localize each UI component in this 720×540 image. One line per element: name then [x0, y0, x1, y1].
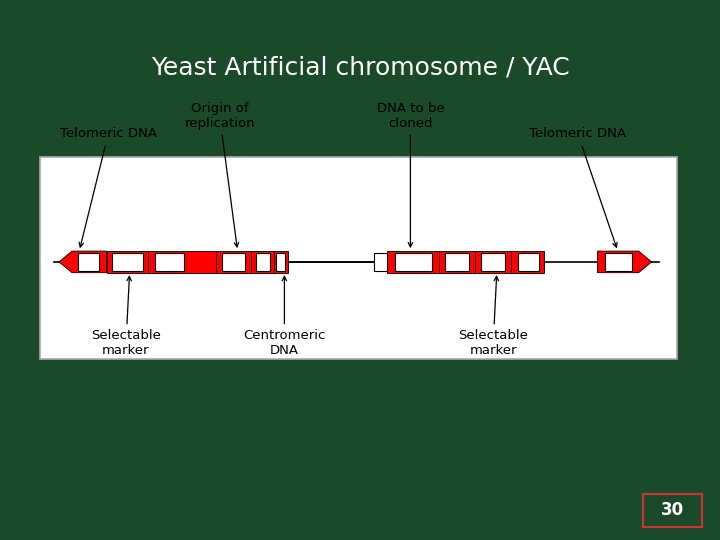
- Bar: [155, 253, 184, 271]
- Text: Centromeric
DNA: Centromeric DNA: [243, 276, 325, 357]
- Text: Telomeric DNA: Telomeric DNA: [60, 127, 157, 247]
- Bar: [511, 251, 544, 273]
- Text: 30: 30: [661, 501, 684, 519]
- Bar: [387, 251, 439, 273]
- Bar: [374, 253, 387, 271]
- Bar: [395, 253, 432, 271]
- Text: Yeast Artificial chromosome / YAC: Yeast Artificial chromosome / YAC: [150, 56, 570, 79]
- Polygon shape: [598, 251, 652, 273]
- Bar: [445, 253, 469, 271]
- Text: Origin of
replication: Origin of replication: [184, 102, 255, 247]
- Bar: [216, 251, 251, 273]
- Bar: [643, 494, 702, 526]
- Bar: [112, 253, 143, 271]
- Bar: [605, 253, 632, 271]
- Bar: [475, 251, 511, 273]
- Bar: [40, 157, 677, 359]
- Bar: [78, 253, 99, 271]
- Bar: [481, 253, 505, 271]
- Bar: [518, 253, 539, 271]
- Bar: [148, 251, 216, 273]
- Text: DNA to be
cloned: DNA to be cloned: [377, 102, 444, 247]
- Text: Telomeric DNA: Telomeric DNA: [529, 127, 626, 247]
- Bar: [274, 251, 288, 273]
- Bar: [276, 253, 285, 271]
- Text: Selectable
marker: Selectable marker: [91, 276, 161, 357]
- Bar: [256, 253, 270, 271]
- Bar: [439, 251, 475, 273]
- Text: Selectable
marker: Selectable marker: [458, 276, 528, 357]
- Polygon shape: [59, 251, 107, 273]
- Bar: [222, 253, 245, 271]
- Bar: [251, 251, 274, 273]
- Bar: [107, 251, 148, 273]
